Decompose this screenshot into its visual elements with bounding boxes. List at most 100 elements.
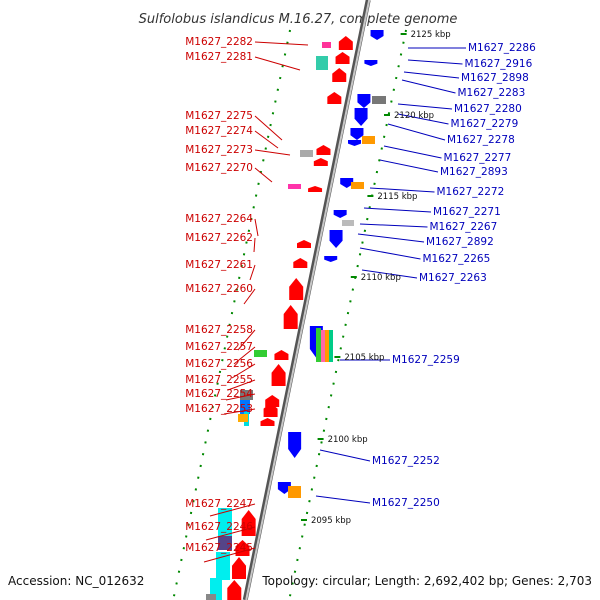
right-gene-label: M1627_2279 — [451, 118, 519, 130]
left-leader-line — [205, 526, 256, 541]
left-gene-label: M1627_2257 — [185, 341, 253, 353]
gene-box — [288, 184, 301, 189]
left-gene-label: M1627_2255 — [185, 374, 253, 386]
left-leader-line — [253, 237, 256, 253]
reverse-gene-arrow — [340, 178, 354, 188]
right-leader-line — [369, 187, 435, 193]
gene-box — [325, 330, 329, 362]
forward-gene-arrow — [265, 395, 280, 407]
gene-box — [218, 508, 232, 536]
gene-box — [372, 96, 386, 104]
right-leader-line — [361, 269, 418, 279]
forward-gene-arrow — [232, 557, 247, 579]
left-leader-line — [233, 346, 256, 365]
forward-gene-arrow — [308, 186, 323, 192]
forward-gene-arrow — [335, 52, 350, 64]
right-gene-label: M1627_2916 — [465, 58, 533, 70]
reverse-gene-arrow — [348, 140, 361, 146]
left-gene-label: M1627_2262 — [185, 232, 253, 244]
gene-box — [321, 330, 325, 362]
gene-features — [206, 30, 386, 600]
scale-line-inner — [172, 29, 292, 600]
right-leader-line — [407, 59, 463, 65]
right-leader-line — [397, 113, 449, 125]
reverse-gene-arrow — [350, 128, 364, 140]
right-leader-line — [359, 247, 421, 260]
gene-box — [218, 536, 232, 550]
gene-box — [300, 150, 313, 157]
tick-label: 2110 kbp — [361, 273, 401, 283]
right-gene-label: M1627_2252 — [372, 455, 440, 467]
gene-box — [288, 486, 301, 498]
forward-gene-arrow — [332, 68, 347, 82]
right-leader-line — [319, 449, 371, 462]
forward-gene-arrow — [327, 92, 342, 104]
left-gene-label: M1627_2247 — [185, 498, 253, 510]
right-gene-label: M1627_2250 — [372, 497, 440, 509]
forward-gene-arrow — [274, 350, 289, 360]
left-leader-line — [237, 329, 256, 351]
reverse-gene-arrow — [333, 210, 347, 218]
backbone-highlight — [245, 0, 371, 600]
right-gene-label: M1627_2265 — [423, 253, 491, 265]
gene-box — [240, 400, 250, 414]
right-gene-label: M1627_2267 — [430, 221, 498, 233]
right-gene-label: M1627_2898 — [461, 72, 529, 84]
reverse-gene-arrow — [329, 230, 343, 248]
left-leader-line — [254, 167, 273, 183]
forward-gene-arrow — [227, 580, 242, 600]
forward-gene-arrow — [338, 36, 353, 50]
tick-label: 2100 kbp — [328, 435, 368, 445]
left-leader-line — [254, 218, 259, 237]
right-gene-label: M1627_2893 — [440, 166, 508, 178]
left-gene-label: M1627_2282 — [185, 36, 253, 48]
left-leader-line — [203, 547, 256, 563]
right-leader-line — [315, 495, 371, 504]
gene-box — [316, 56, 328, 70]
reverse-gene-arrow — [277, 482, 291, 494]
tick-label: 2115 kbp — [377, 192, 417, 202]
gene-box — [342, 220, 354, 226]
right-gene-label: M1627_2892 — [426, 236, 494, 248]
gene-box — [254, 350, 267, 357]
left-gene-label: M1627_2245 — [185, 542, 253, 554]
reverse-gene-arrow — [370, 30, 384, 40]
left-leader-line — [254, 115, 283, 141]
topology-summary: Topology: circular; Length: 2,692,402 bp… — [261, 574, 592, 588]
left-leader-line — [249, 264, 256, 281]
right-gene-label: M1627_2272 — [437, 186, 505, 198]
right-gene-label: M1627_2280 — [454, 103, 522, 115]
gene-box — [216, 552, 230, 580]
label-leaders — [203, 41, 466, 563]
genome-backbone — [242, 0, 371, 600]
right-leader-line — [363, 207, 432, 213]
gene-box — [316, 328, 321, 362]
left-gene-label: M1627_2246 — [185, 521, 253, 533]
left-leader-line — [254, 149, 291, 156]
gene-box — [329, 330, 333, 362]
right-leader-line — [379, 159, 439, 173]
left-leader-line — [209, 503, 256, 517]
left-gene-label: M1627_2275 — [185, 110, 253, 122]
forward-gene-arrow — [313, 158, 328, 166]
left-leader-line — [227, 379, 256, 391]
right-leader-line — [357, 233, 425, 243]
right-gene-label: M1627_2259 — [392, 354, 460, 366]
gene-labels: M1627_2282 M1627_2281 M1627_2275 M1627_2274… — [185, 36, 536, 554]
forward-gene-arrow — [283, 305, 298, 329]
forward-gene-arrow — [263, 403, 278, 417]
tick-label: 2125 kbp — [411, 30, 451, 40]
left-leader-line — [254, 41, 309, 46]
right-leader-line — [383, 145, 442, 159]
left-gene-label: M1627_2270 — [185, 162, 253, 174]
accession-label: Accession: NC_012632 — [8, 574, 144, 588]
tick-label: 2120 kbp — [394, 111, 434, 121]
scale-line-outer — [288, 29, 408, 600]
left-leader-line — [223, 408, 256, 415]
tick-label: 2105 kbp — [344, 353, 384, 363]
tick-label: 2095 kbp — [311, 516, 351, 526]
left-gene-label: M1627_2264 — [185, 213, 253, 225]
right-gene-label: M1627_2278 — [447, 134, 515, 146]
right-gene-label: M1627_2263 — [419, 272, 487, 284]
